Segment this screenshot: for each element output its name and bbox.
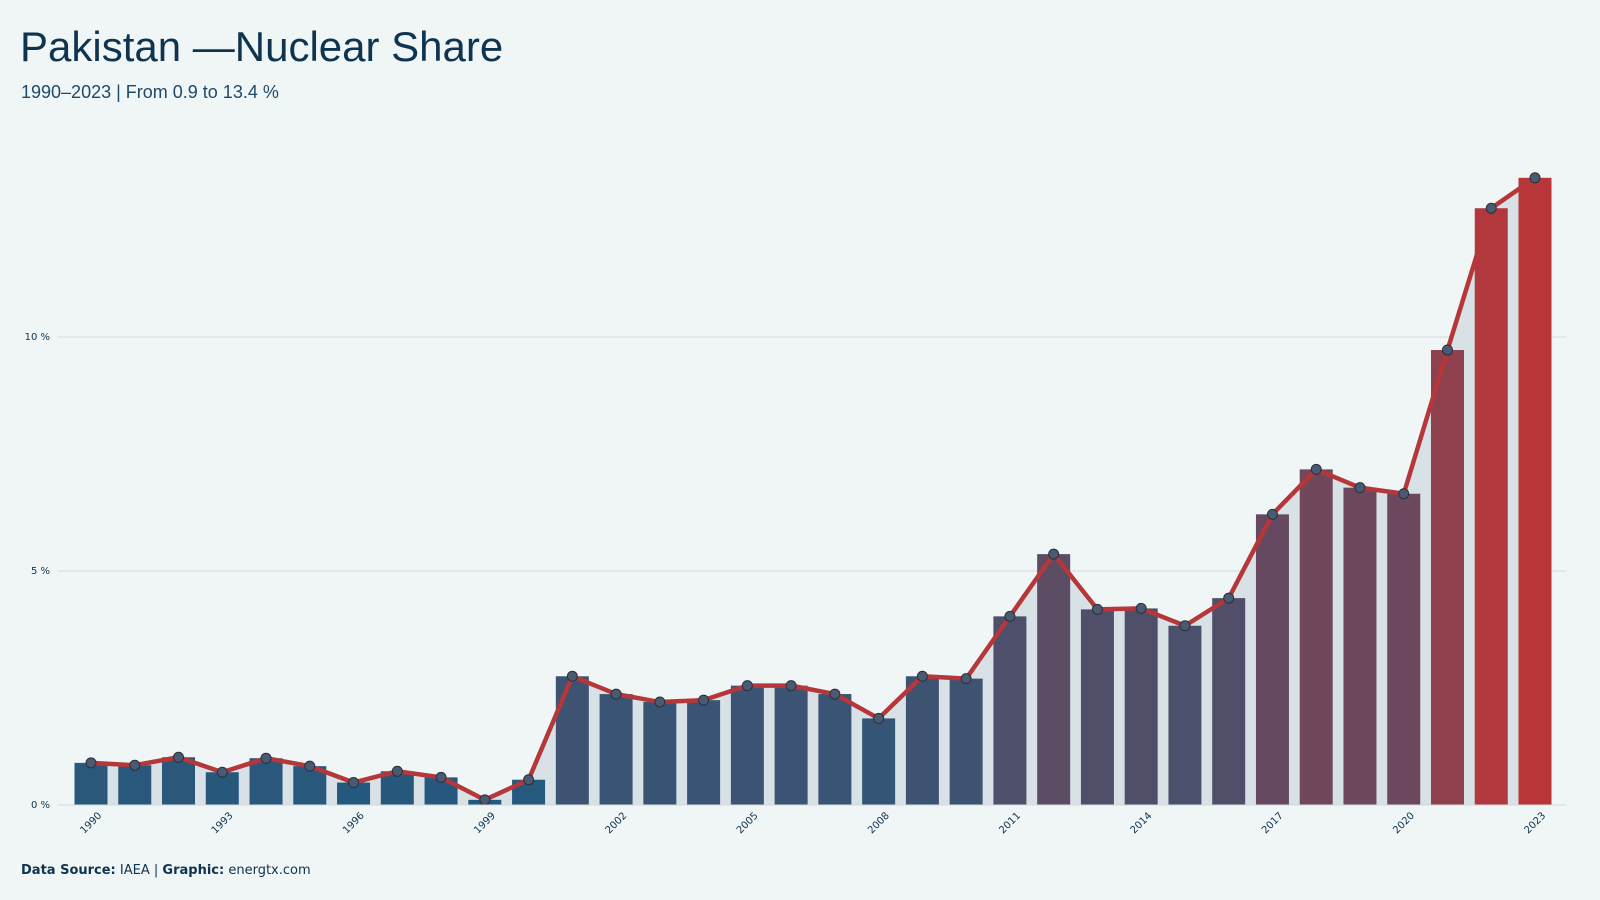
bar	[993, 616, 1027, 805]
x-tick-label: 1990	[78, 810, 104, 836]
marker	[785, 680, 797, 692]
marker	[391, 765, 403, 777]
bar	[380, 771, 414, 805]
marker	[129, 759, 141, 771]
bar	[949, 678, 983, 805]
bar	[1299, 469, 1333, 805]
bar	[1168, 625, 1202, 805]
marker	[260, 752, 272, 764]
bar	[774, 685, 808, 805]
source: IAEA	[120, 863, 150, 878]
separator: |	[154, 863, 158, 878]
chart-title: Pakistan —Nuclear Share	[20, 23, 503, 70]
bar	[818, 694, 852, 805]
bar	[862, 718, 896, 805]
marker	[1266, 508, 1278, 520]
marker	[654, 696, 666, 708]
bar	[1080, 609, 1114, 805]
marker	[1310, 463, 1322, 475]
graphic-label: Graphic:	[162, 863, 224, 878]
marker	[566, 670, 578, 682]
bar	[1124, 608, 1158, 805]
marker	[523, 774, 535, 786]
bar	[1387, 493, 1421, 805]
bar	[1037, 554, 1071, 805]
x-tick-label: 1996	[341, 810, 367, 836]
bar	[643, 702, 677, 805]
marker	[1354, 482, 1366, 494]
marker	[1398, 488, 1410, 500]
chart-subtitle: 1990–2023 | From 0.9 to 13.4 %	[21, 82, 279, 102]
x-tick-label: 2023	[1522, 810, 1548, 836]
x-tick-label: 2017	[1260, 810, 1286, 836]
marker	[1529, 172, 1541, 184]
x-tick-label: 2002	[604, 810, 630, 836]
marker	[960, 673, 972, 685]
marker	[610, 688, 622, 700]
marker	[829, 688, 841, 700]
bar	[555, 676, 589, 805]
marker	[435, 771, 447, 783]
marker	[698, 694, 710, 706]
marker	[479, 794, 491, 806]
bar	[1430, 350, 1464, 805]
graphic: energtx.com	[228, 863, 310, 878]
bar	[905, 676, 939, 805]
marker	[1223, 592, 1235, 604]
marker	[173, 751, 185, 763]
footer: Data Source: IAEA | Graphic: energtx.com	[21, 863, 311, 878]
x-tick-label: 2020	[1391, 810, 1417, 836]
marker	[1091, 603, 1103, 615]
marker	[216, 766, 228, 778]
marker	[1485, 202, 1497, 214]
marker	[1135, 602, 1147, 614]
marker	[1179, 620, 1191, 632]
bar	[1212, 598, 1246, 805]
bar	[687, 700, 721, 805]
bar	[1255, 514, 1289, 805]
x-tick-label: 2011	[997, 810, 1023, 836]
marker	[1441, 344, 1453, 356]
marker	[1004, 610, 1016, 622]
x-tick-label: 2014	[1129, 810, 1155, 836]
bar	[162, 757, 196, 805]
line	[90, 175, 1537, 803]
bar	[1474, 208, 1508, 805]
marker	[873, 712, 885, 724]
y-tick-label: 0 %	[31, 800, 50, 811]
bar	[1518, 177, 1552, 806]
x-tick-label: 2008	[866, 810, 892, 836]
x-tick-label: 2005	[735, 810, 761, 836]
bar	[74, 762, 108, 805]
bar	[118, 765, 152, 805]
marker	[85, 757, 97, 769]
source-label: Data Source:	[21, 863, 116, 878]
bar	[1343, 487, 1377, 805]
marker	[348, 777, 360, 789]
bar	[730, 685, 764, 805]
x-tick-label: 1999	[472, 810, 498, 836]
bar	[249, 758, 283, 805]
x-tick-label: 1993	[210, 810, 236, 836]
marker	[916, 670, 928, 682]
y-tick-label: 5 %	[31, 566, 50, 577]
marker	[741, 680, 753, 692]
marker	[1048, 548, 1060, 560]
y-tick-label: 10 %	[25, 332, 50, 343]
marker	[304, 760, 316, 772]
bar	[337, 782, 371, 805]
bar	[599, 694, 633, 805]
